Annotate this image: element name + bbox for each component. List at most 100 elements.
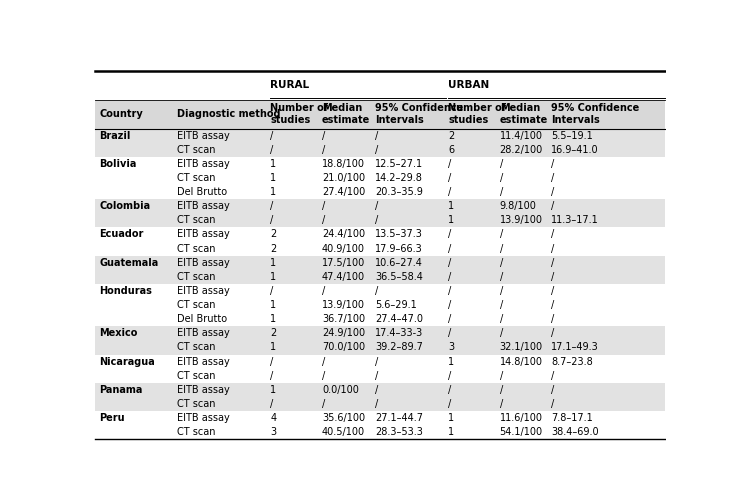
Text: /: / (270, 286, 274, 296)
Text: EITB assay: EITB assay (178, 258, 230, 268)
Text: 1: 1 (270, 272, 277, 282)
Text: /: / (500, 230, 503, 240)
Text: /: / (448, 399, 451, 409)
Text: /: / (551, 173, 554, 183)
Text: /: / (551, 385, 554, 395)
Text: EITB assay: EITB assay (178, 159, 230, 169)
Text: /: / (448, 272, 451, 282)
Text: CT scan: CT scan (178, 342, 216, 352)
Text: 54.1/100: 54.1/100 (500, 427, 543, 437)
Bar (95, 298, 665, 312)
Text: 13.9/100: 13.9/100 (500, 215, 542, 225)
Text: /: / (448, 329, 451, 338)
Text: /: / (448, 385, 451, 395)
Text: Nicaragua: Nicaragua (99, 356, 155, 367)
Text: 5.6–29.1: 5.6–29.1 (375, 300, 417, 310)
Text: /: / (375, 131, 378, 141)
Text: Del Brutto: Del Brutto (178, 187, 227, 197)
Text: Bolivia: Bolivia (99, 159, 137, 169)
Text: /: / (375, 356, 378, 367)
Text: CT scan: CT scan (178, 427, 216, 437)
Text: /: / (270, 371, 274, 381)
Text: /: / (375, 201, 378, 211)
Text: EITB assay: EITB assay (178, 413, 230, 423)
Bar (95, 284, 665, 298)
Text: 13.9/100: 13.9/100 (322, 300, 365, 310)
Text: Brazil: Brazil (99, 131, 131, 141)
Text: 36.7/100: 36.7/100 (322, 314, 365, 324)
Text: 28.2/100: 28.2/100 (500, 145, 543, 155)
Text: 16.9–41.0: 16.9–41.0 (551, 145, 599, 155)
Text: EITB assay: EITB assay (178, 131, 230, 141)
Text: 47.4/100: 47.4/100 (322, 272, 365, 282)
Text: /: / (448, 173, 451, 183)
Text: 95% Confidence
Intervals: 95% Confidence Intervals (375, 103, 463, 125)
Text: Median
estimate: Median estimate (322, 103, 370, 125)
Text: /: / (500, 371, 503, 381)
Text: 7.8–17.1: 7.8–17.1 (551, 413, 593, 423)
Bar (95, 143, 665, 157)
Text: /: / (322, 371, 325, 381)
Text: 14.2–29.8: 14.2–29.8 (375, 173, 423, 183)
Text: CT scan: CT scan (178, 215, 216, 225)
Text: 1: 1 (270, 187, 277, 197)
Text: 8.7–23.8: 8.7–23.8 (551, 356, 593, 367)
Text: Ecuador: Ecuador (99, 230, 144, 240)
Text: 17.4–33-3: 17.4–33-3 (375, 329, 423, 338)
Bar (95, 383, 665, 397)
Bar (95, 199, 665, 213)
Text: /: / (500, 272, 503, 282)
Text: 1: 1 (448, 413, 454, 423)
Text: 1: 1 (448, 356, 454, 367)
Text: Country: Country (99, 109, 143, 119)
Text: /: / (375, 286, 378, 296)
Bar (95, 157, 665, 171)
Text: /: / (322, 286, 325, 296)
Bar (95, 213, 665, 228)
Bar (95, 100, 665, 129)
Text: 11.4/100: 11.4/100 (500, 131, 542, 141)
Text: EITB assay: EITB assay (178, 286, 230, 296)
Text: Peru: Peru (99, 413, 125, 423)
Text: /: / (448, 258, 451, 268)
Text: 1: 1 (270, 258, 277, 268)
Text: /: / (500, 329, 503, 338)
Text: /: / (448, 300, 451, 310)
Text: /: / (500, 399, 503, 409)
Text: /: / (551, 314, 554, 324)
Text: CT scan: CT scan (178, 173, 216, 183)
Text: 28.3–53.3: 28.3–53.3 (375, 427, 423, 437)
Text: /: / (551, 371, 554, 381)
Text: /: / (322, 145, 325, 155)
Text: 17.1–49.3: 17.1–49.3 (551, 342, 599, 352)
Text: Number of
studies: Number of studies (448, 103, 506, 125)
Text: Honduras: Honduras (99, 286, 152, 296)
Text: 36.5–58.4: 36.5–58.4 (375, 272, 423, 282)
Bar (95, 340, 665, 354)
Text: 3: 3 (448, 342, 454, 352)
Text: /: / (500, 300, 503, 310)
Text: /: / (448, 286, 451, 296)
Text: 27.1–44.7: 27.1–44.7 (375, 413, 423, 423)
Text: 27.4–47.0: 27.4–47.0 (375, 314, 423, 324)
Text: EITB assay: EITB assay (178, 329, 230, 338)
Text: 1: 1 (270, 385, 277, 395)
Bar (95, 354, 665, 369)
Text: 1: 1 (270, 342, 277, 352)
Bar (95, 326, 665, 340)
Bar (95, 242, 665, 255)
Text: 14.8/100: 14.8/100 (500, 356, 542, 367)
Text: /: / (551, 329, 554, 338)
Text: /: / (551, 244, 554, 253)
Text: /: / (270, 201, 274, 211)
Text: EITB assay: EITB assay (178, 201, 230, 211)
Text: CT scan: CT scan (178, 272, 216, 282)
Text: CT scan: CT scan (178, 399, 216, 409)
Text: CT scan: CT scan (178, 244, 216, 253)
Bar (95, 129, 665, 143)
Text: 2: 2 (270, 329, 277, 338)
Text: Del Brutto: Del Brutto (178, 314, 227, 324)
Text: /: / (551, 258, 554, 268)
Text: /: / (322, 131, 325, 141)
Text: 18.8/100: 18.8/100 (322, 159, 365, 169)
